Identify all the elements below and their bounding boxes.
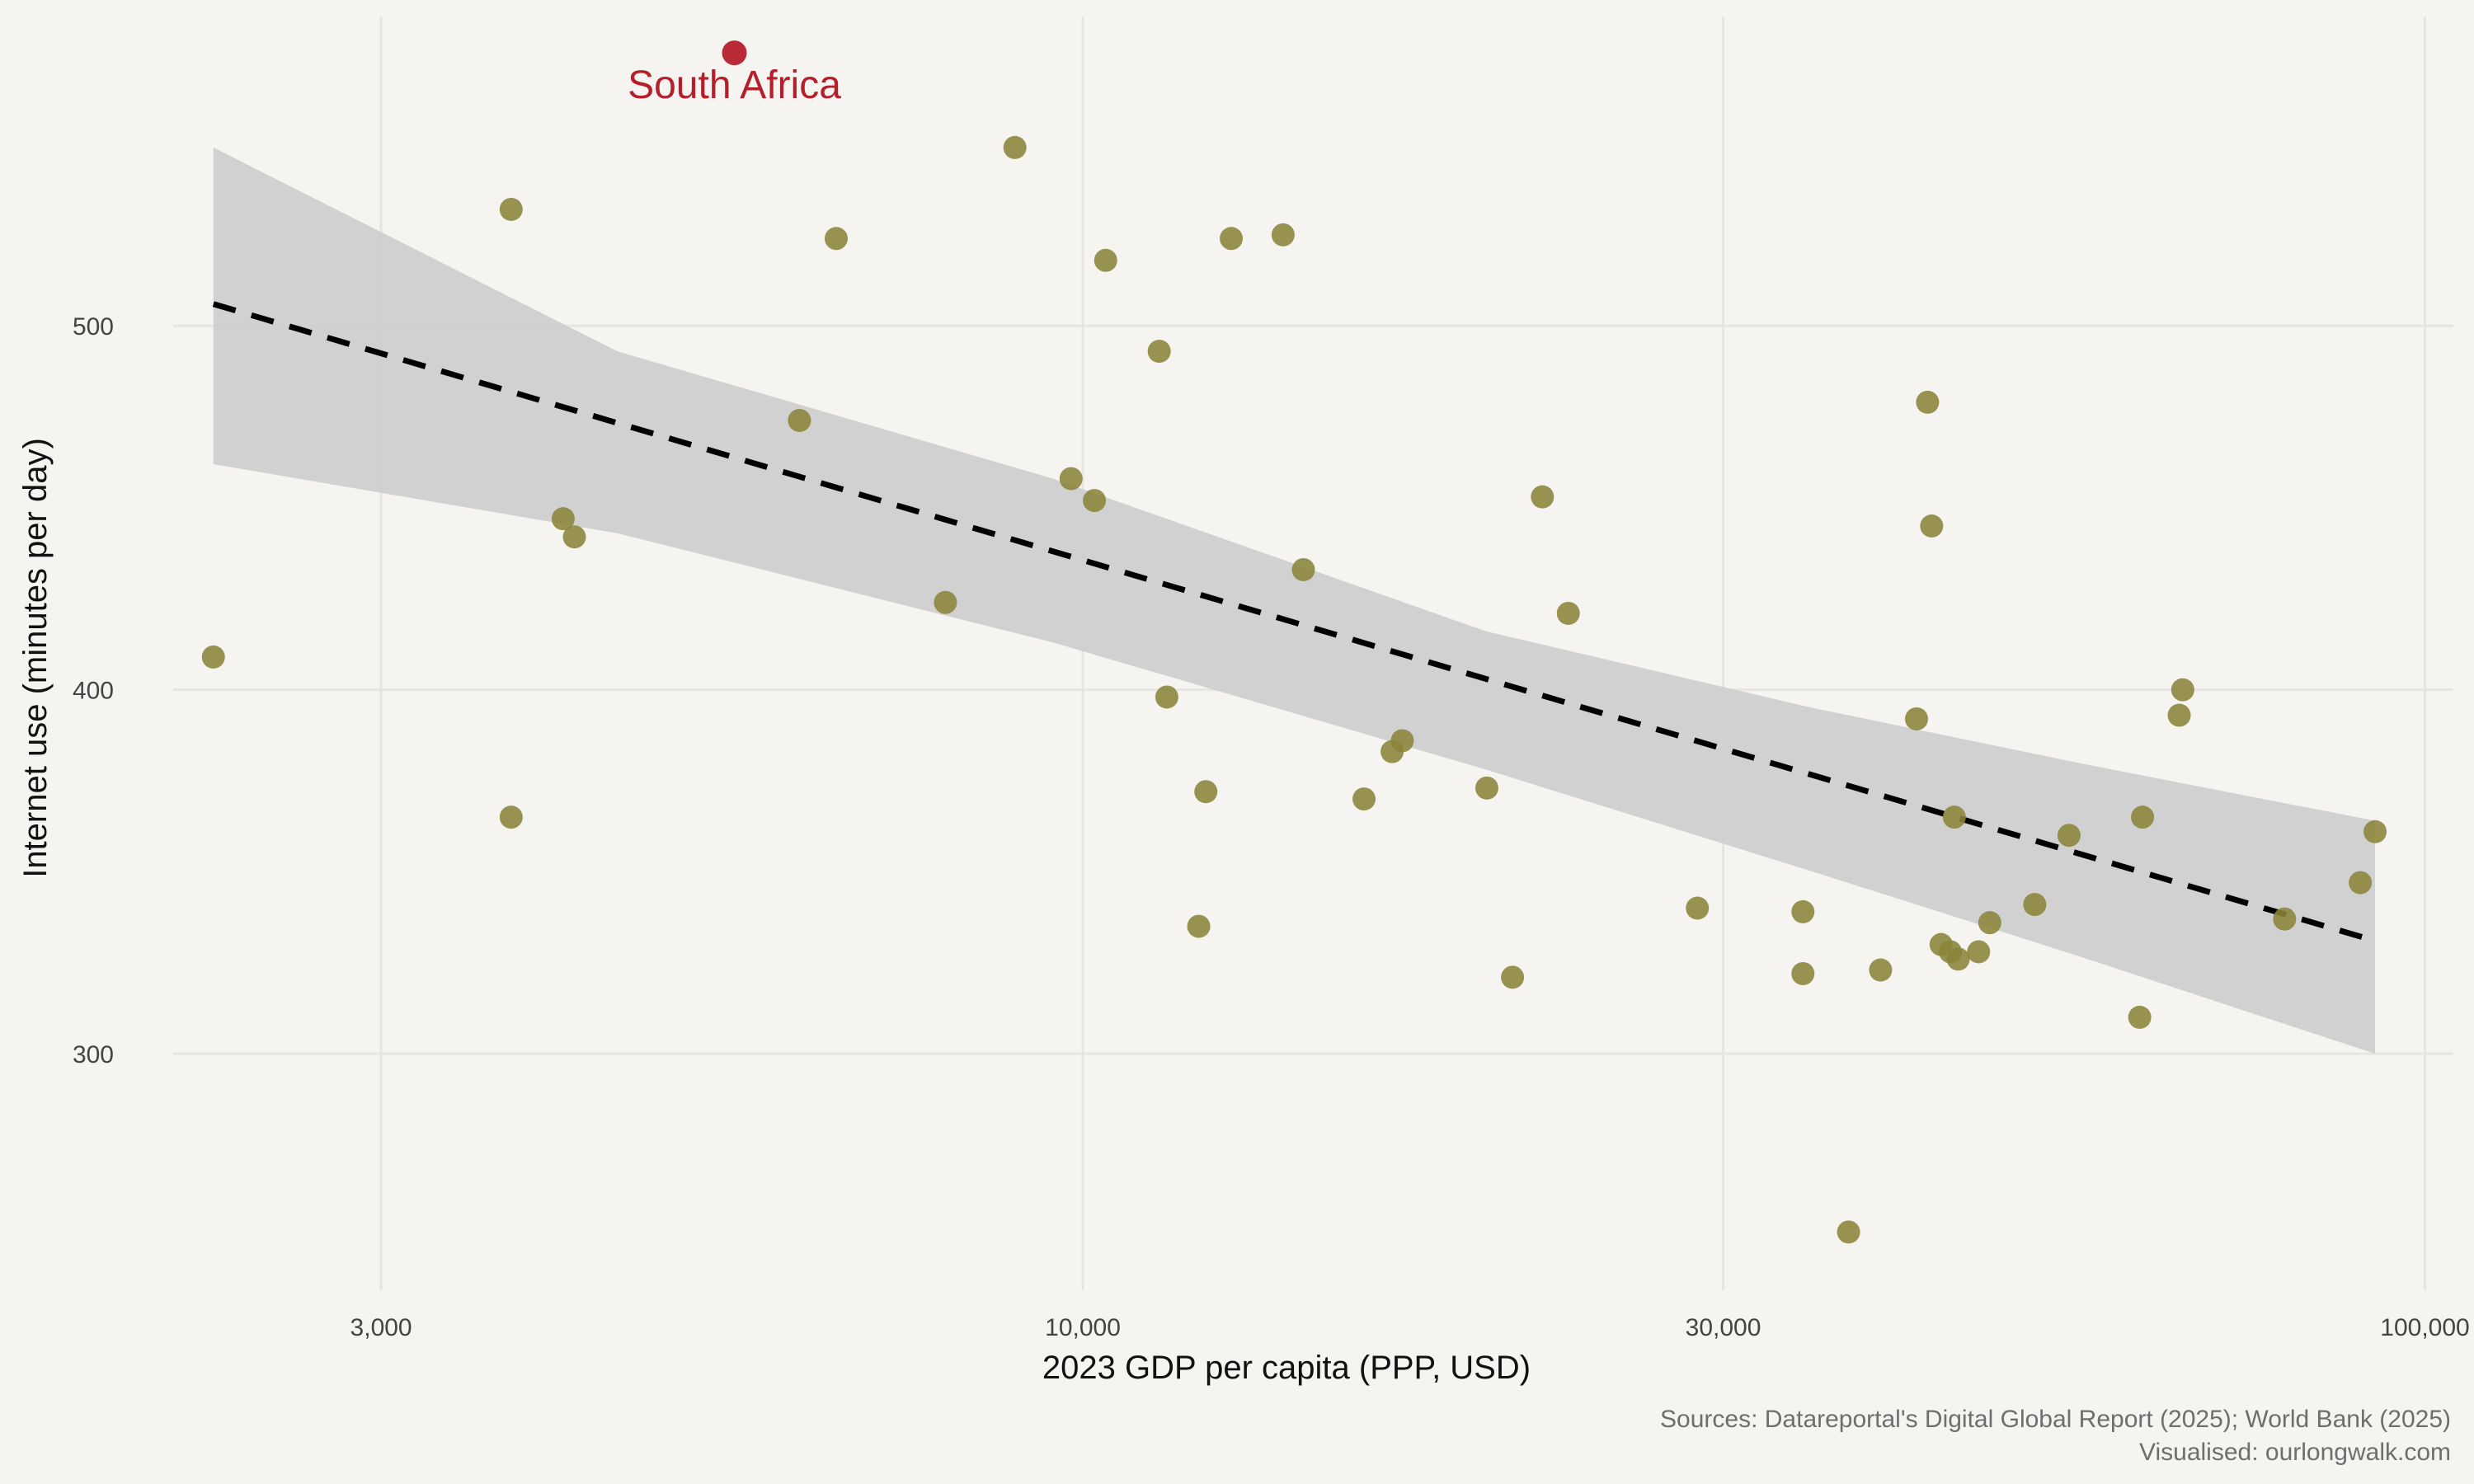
data-point-8 [1003, 135, 1027, 159]
data-point-46 [2273, 907, 2297, 931]
y-tick-label-2: 500 [73, 313, 114, 340]
data-point-45 [2171, 678, 2194, 702]
data-point-17 [1271, 223, 1295, 247]
data-point-16 [1220, 227, 1244, 251]
data-point-18 [1291, 557, 1315, 581]
data-point-41 [2057, 824, 2081, 848]
data-point-19 [1352, 787, 1376, 811]
y-tick-label-0: 300 [73, 1041, 114, 1068]
data-point-36 [1942, 805, 1966, 829]
data-point-42 [2128, 1005, 2152, 1029]
x-tick-label-1: 10,000 [1045, 1314, 1121, 1341]
confidence-band [213, 147, 2376, 1054]
data-point-30 [1869, 958, 1893, 982]
source-line: Sources: Datareportal's Digital Global R… [1660, 1406, 2451, 1433]
data-point-22 [1475, 776, 1498, 800]
x-tick-label-3: 100,000 [2380, 1314, 2469, 1341]
data-point-38 [1967, 940, 1991, 964]
x-tick-label-2: 30,000 [1686, 1314, 1761, 1341]
credit-line: Visualised: ourlongwalk.com [2139, 1439, 2451, 1466]
data-point-11 [1094, 248, 1117, 272]
data-point-0 [201, 645, 225, 669]
data-point-25 [1556, 601, 1580, 625]
data-point-40 [2023, 893, 2047, 917]
data-point-5 [788, 408, 811, 432]
confidence-band-layer [213, 147, 2376, 1054]
data-point-26 [1686, 896, 1710, 920]
data-point-7 [934, 590, 957, 614]
data-point-2 [499, 805, 523, 829]
data-point-1 [499, 197, 523, 221]
data-point-39 [1978, 911, 2001, 935]
data-point-12 [1147, 340, 1171, 364]
data-point-47 [2349, 871, 2373, 895]
y-axis-title: Internet use (minutes per day) [17, 438, 54, 878]
data-point-33 [1920, 514, 1944, 538]
highlight-point-south-africa [722, 40, 747, 66]
data-point-3 [551, 507, 575, 531]
data-point-23 [1501, 965, 1525, 989]
highlight-label: South Africa [628, 63, 841, 107]
x-axis-title: 2023 GDP per capita (PPP, USD) [1042, 1350, 1531, 1386]
x-axis-ticks: 3,000 10,000 30,000 100,000 [350, 1314, 2470, 1341]
data-point-27 [1791, 899, 1815, 923]
data-point-48 [2363, 819, 2387, 843]
data-point-37 [1946, 947, 1970, 971]
data-point-24 [1531, 485, 1554, 509]
trend-line [212, 301, 2377, 944]
data-point-14 [1187, 914, 1211, 938]
data-point-44 [2167, 703, 2191, 727]
data-point-4 [562, 525, 586, 549]
data-point-6 [824, 227, 848, 251]
data-point-28 [1791, 961, 1815, 985]
data-point-43 [2131, 805, 2155, 829]
x-tick-label-0: 3,000 [350, 1314, 412, 1341]
data-points [201, 135, 2387, 1244]
data-point-29 [1837, 1220, 1860, 1244]
data-point-21 [1390, 729, 1414, 753]
trend-line-layer [212, 301, 2377, 944]
y-axis-ticks: 300 400 500 [73, 313, 114, 1068]
data-point-32 [1916, 390, 1940, 414]
data-point-13 [1155, 685, 1178, 709]
y-tick-label-1: 400 [73, 678, 114, 705]
data-point-15 [1194, 780, 1218, 804]
data-point-10 [1083, 489, 1107, 513]
highlight-layer: South Africa [628, 40, 841, 107]
data-point-31 [1904, 707, 1928, 730]
data-point-9 [1059, 467, 1083, 491]
